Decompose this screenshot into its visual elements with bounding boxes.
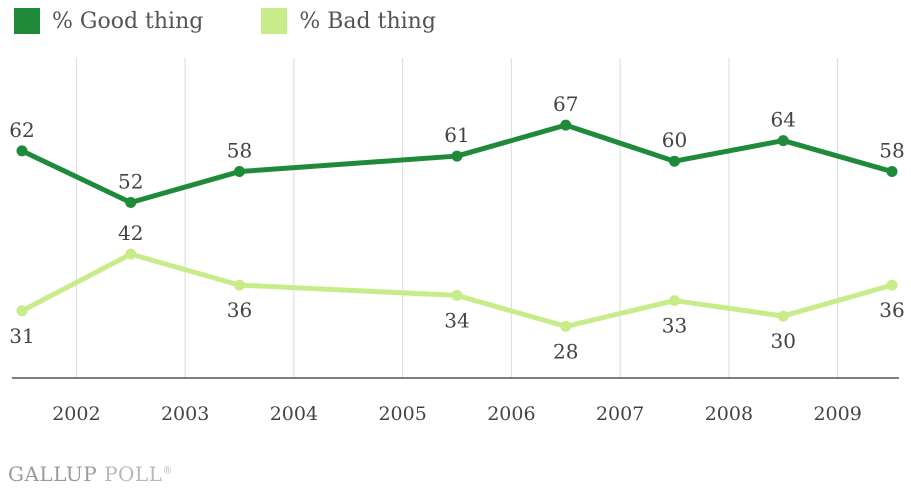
- data-label-bad-7: 36: [879, 298, 904, 322]
- legend-swatch-bad: [261, 8, 288, 34]
- data-point-bad-4: [560, 320, 572, 332]
- source-credit: GALLUP POLL®: [8, 462, 173, 486]
- data-point-good-4: [560, 119, 572, 131]
- data-point-good-6: [777, 135, 789, 147]
- data-label-bad-6: 30: [771, 329, 796, 353]
- data-point-bad-5: [669, 295, 680, 307]
- data-point-bad-0: [16, 305, 28, 317]
- data-point-good-5: [669, 155, 680, 167]
- legend-label-bad: % Bad thing: [299, 8, 436, 34]
- data-label-good-1: 52: [118, 170, 143, 194]
- data-label-good-3: 61: [444, 123, 469, 147]
- data-label-bad-4: 28: [553, 339, 578, 363]
- data-label-good-5: 60: [662, 128, 687, 152]
- data-point-good-2: [234, 166, 245, 178]
- data-point-bad-7: [886, 279, 898, 291]
- x-tick-label-2007: 2007: [596, 403, 644, 425]
- series-line-good: [19, 122, 895, 206]
- x-tick-label-2002: 2002: [52, 403, 100, 425]
- source-brand: GALLUP: [8, 462, 98, 486]
- data-point-good-1: [125, 197, 137, 209]
- legend-label-good: % Good thing: [52, 8, 204, 34]
- legend: % Good thing % Bad thing: [14, 8, 494, 34]
- data-label-good-0: 62: [9, 118, 34, 142]
- data-label-bad-0: 31: [9, 324, 34, 348]
- data-point-bad-2: [234, 279, 245, 291]
- legend-item-good: % Good thing: [14, 8, 203, 34]
- data-point-good-3: [451, 150, 463, 162]
- data-label-good-2: 58: [227, 139, 252, 163]
- data-point-bad-3: [451, 289, 463, 301]
- data-label-good-7: 58: [879, 139, 904, 163]
- data-point-bad-6: [777, 310, 789, 322]
- data-point-good-0: [16, 145, 28, 157]
- data-label-good-6: 64: [771, 108, 796, 132]
- data-label-bad-3: 34: [444, 308, 469, 332]
- data-label-good-4: 67: [553, 92, 578, 116]
- legend-swatch-good: [14, 8, 40, 34]
- data-point-good-7: [886, 166, 898, 178]
- source-product: POLL: [104, 462, 163, 486]
- source-mark: ®: [162, 465, 173, 477]
- x-tick-label-2008: 2008: [705, 403, 753, 425]
- x-tick-label-2006: 2006: [487, 403, 535, 425]
- data-label-bad-5: 33: [662, 314, 687, 338]
- x-tick-label-2004: 2004: [270, 403, 318, 425]
- series-line-bad: [19, 251, 895, 329]
- data-point-bad-1: [125, 248, 137, 260]
- x-tick-label-2005: 2005: [378, 403, 426, 425]
- data-label-bad-1: 42: [118, 221, 143, 245]
- legend-item-bad: % Bad thing: [261, 8, 436, 34]
- x-tick-label-2009: 2009: [813, 403, 861, 425]
- x-tick-label-2003: 2003: [161, 403, 209, 425]
- data-label-bad-2: 36: [227, 298, 252, 322]
